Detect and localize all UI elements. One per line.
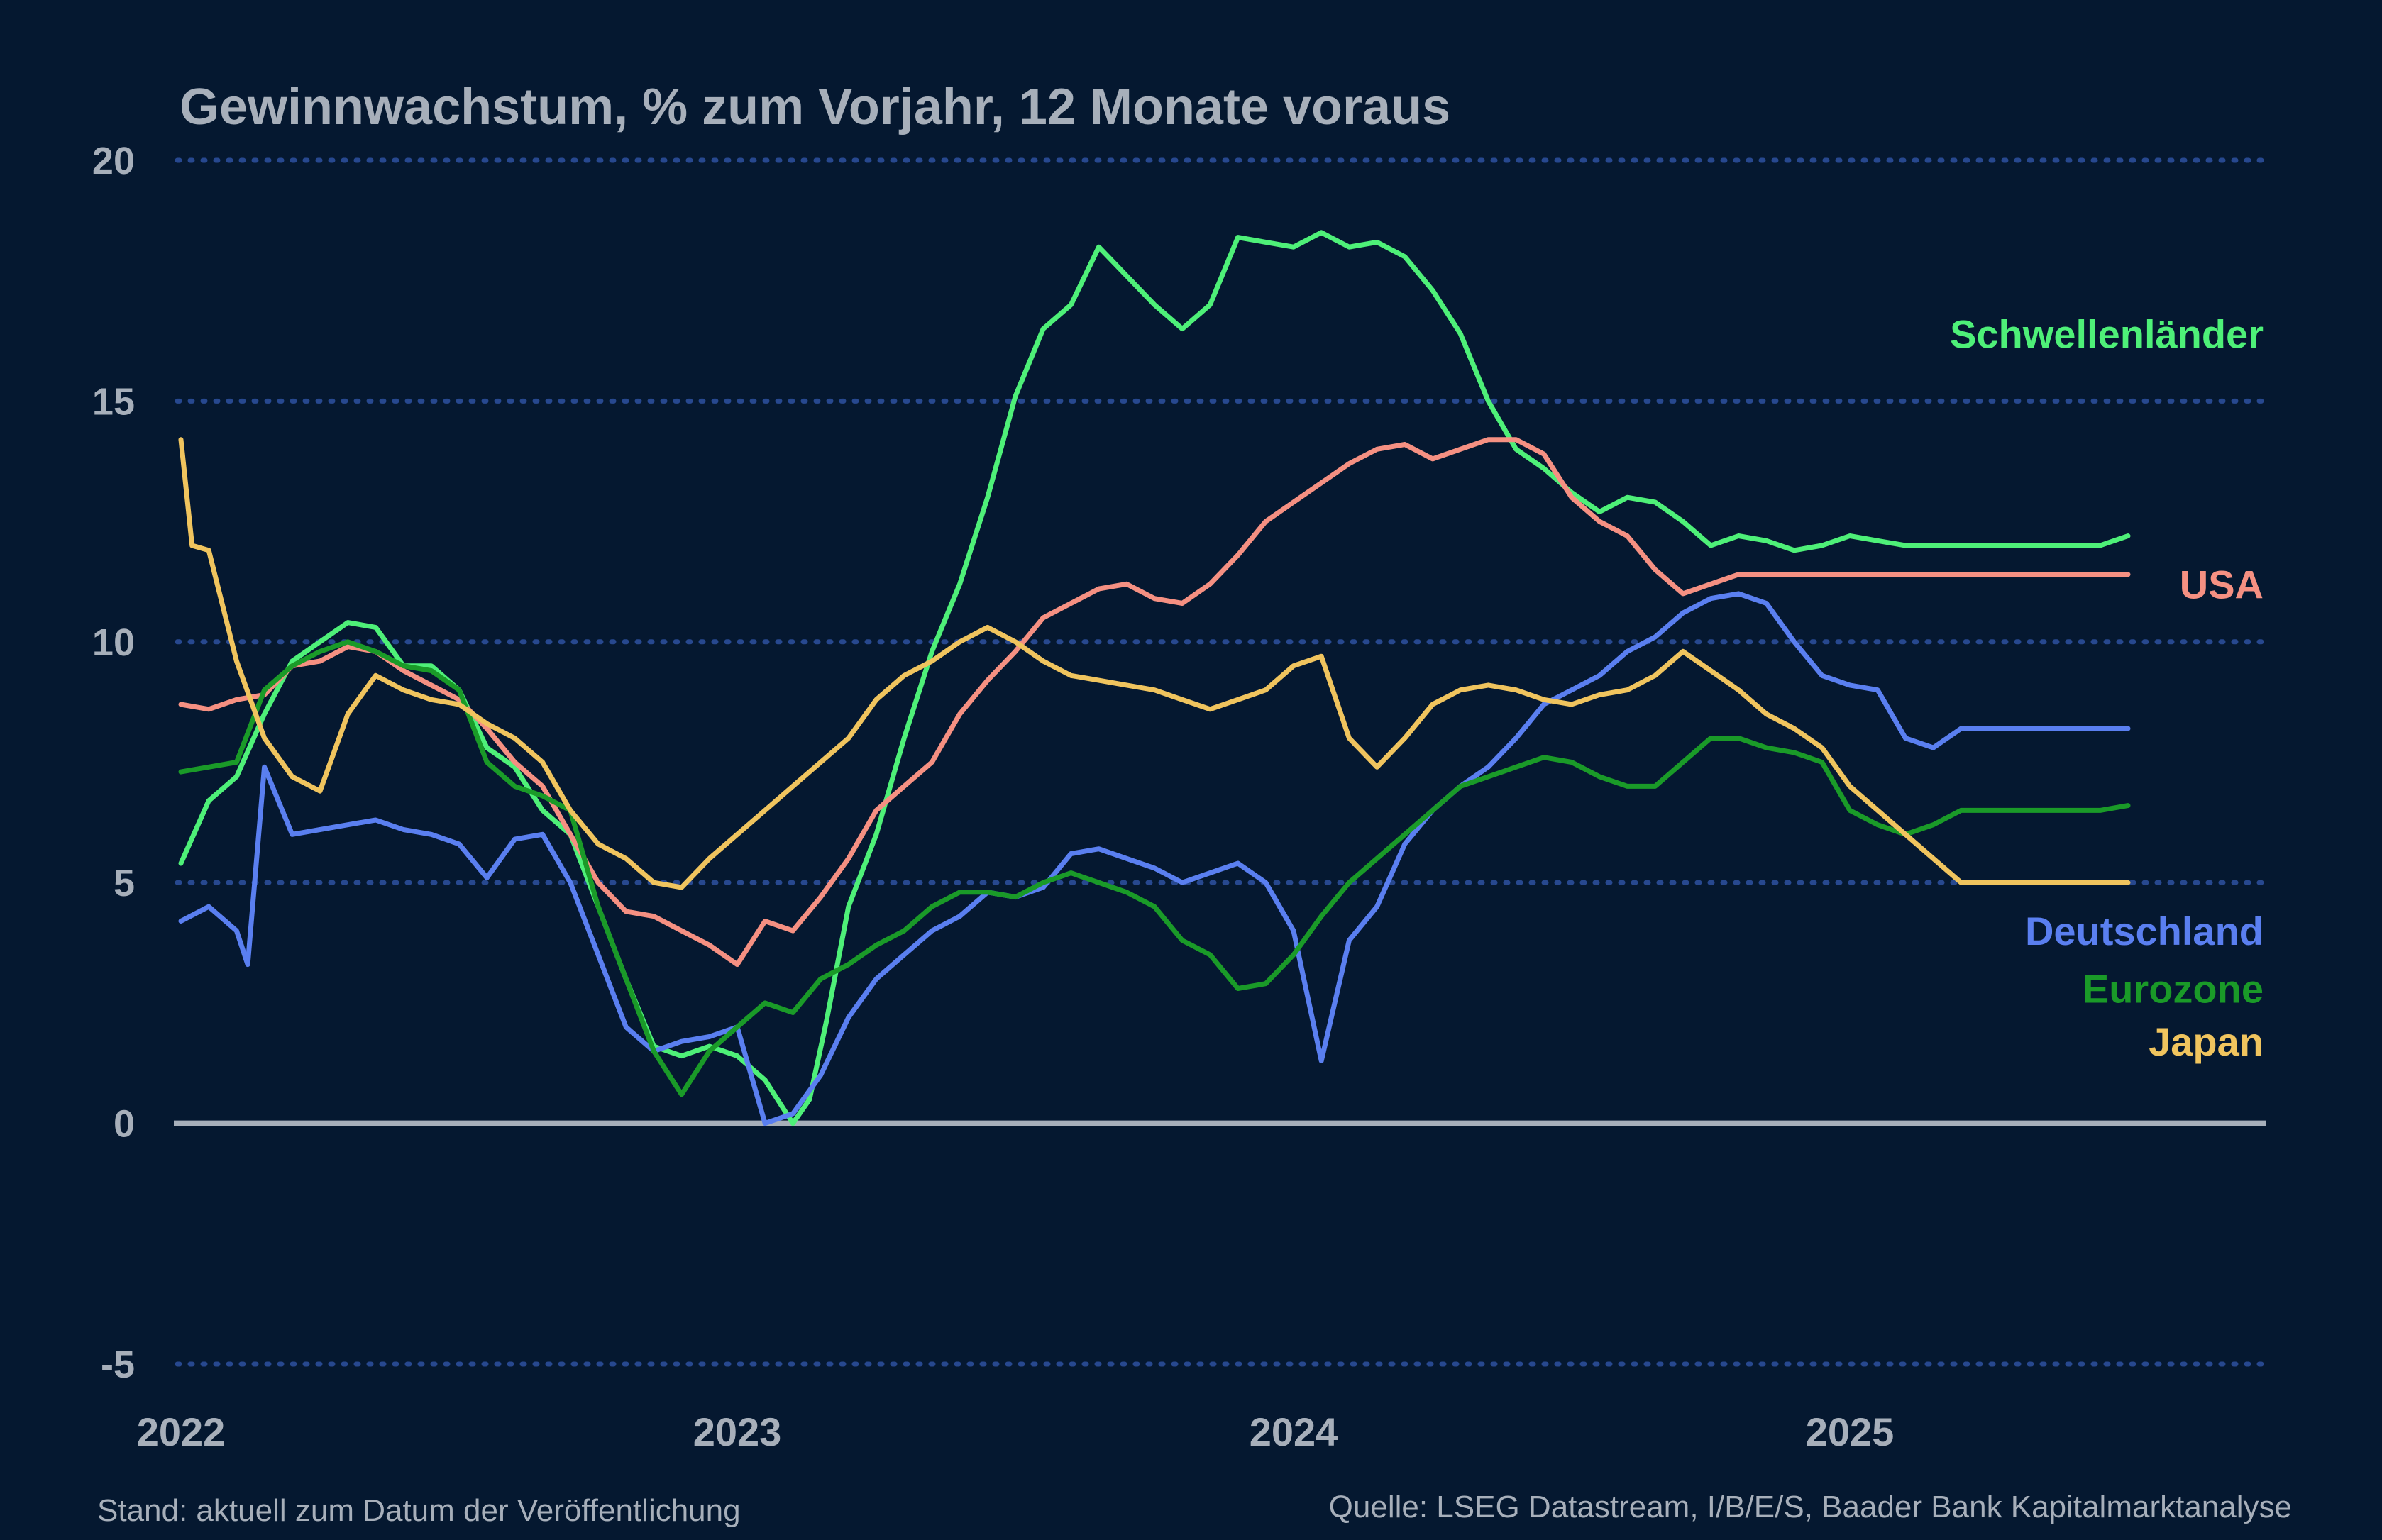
chart-title: Gewinnwachstum, % zum Vorjahr, 12 Monate…: [180, 79, 1450, 135]
series-line-schwellenländer: [178, 230, 2131, 1126]
series-label: Deutschland: [2025, 909, 2264, 953]
series-lines: [178, 230, 2131, 1126]
series-line-eurozone: [178, 639, 2131, 1097]
x-tick-label: 2024: [1250, 1409, 1338, 1454]
series-labels: Schwellenländer USA Deutschland Eurozone Jap…: [1950, 311, 2264, 1064]
series-line-deutschland: [178, 591, 2131, 1126]
footer-note: Stand: aktuell zum Datum der Veröffentli…: [97, 1493, 741, 1528]
x-tick-label: 2022: [137, 1409, 226, 1454]
y-tick-label: 0: [114, 1103, 135, 1146]
y-tick-label: 15: [92, 380, 135, 423]
series-label: Schwellenländer: [1950, 311, 2264, 356]
x-tick-label: 2025: [1806, 1409, 1895, 1454]
y-axis: 20 15 10 5 0 -5: [92, 140, 135, 1386]
series-line-japan: [178, 437, 2131, 890]
series-label: Eurozone: [2083, 967, 2264, 1012]
series-label: Japan: [2149, 1019, 2264, 1064]
source-note: Quelle: LSEG Datastream, I/B/E/S, Baader…: [1329, 1490, 2292, 1524]
grid: [174, 157, 2268, 1367]
y-tick-label: 10: [92, 621, 135, 664]
y-tick-label: -5: [101, 1344, 135, 1386]
y-tick-label: 5: [114, 862, 135, 904]
series-line-usa: [178, 437, 2131, 968]
series-label: USA: [2180, 562, 2264, 606]
y-tick-label: 20: [92, 140, 135, 182]
x-axis: 2022 2023 2024 2025: [137, 1409, 1895, 1454]
x-tick-label: 2023: [693, 1409, 782, 1454]
